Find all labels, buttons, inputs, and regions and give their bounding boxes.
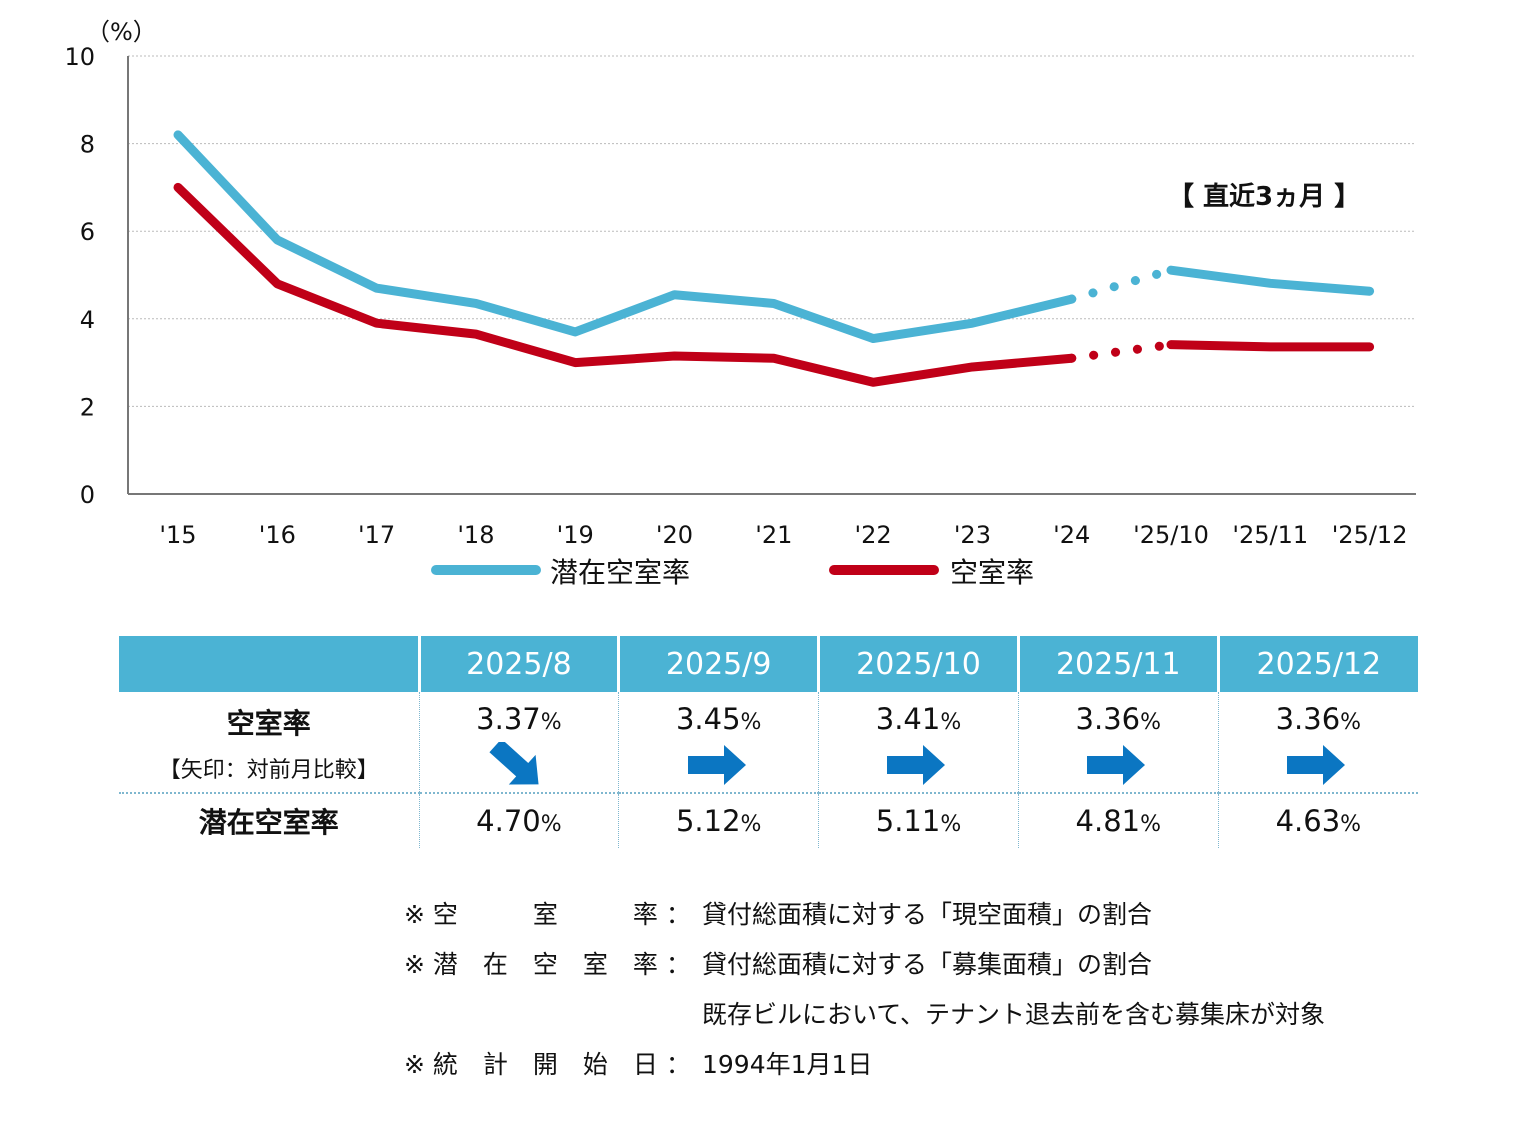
vacancy-value: 3.41 bbox=[875, 702, 941, 736]
potential-cell: 5.12% bbox=[618, 792, 819, 848]
vacancy-cell: 3.36% bbox=[1017, 692, 1219, 793]
x-tick-label: '24 bbox=[1053, 521, 1090, 549]
note-value: 貸付総面積に対する「現空面積」の割合 bbox=[702, 900, 1153, 929]
vacancy-value: 3.45 bbox=[675, 702, 741, 736]
x-tick-label: '17 bbox=[358, 521, 395, 549]
x-tick-label: '16 bbox=[259, 521, 296, 549]
note-key: ※ 空 室 率 ： bbox=[404, 900, 691, 929]
x-tick-label: '22 bbox=[855, 521, 892, 549]
x-tick-label: '18 bbox=[457, 521, 494, 549]
potential-value: 4.70 bbox=[476, 804, 541, 838]
y-tick-label: 4 bbox=[80, 306, 95, 334]
series-line-1-history bbox=[173, 182, 1077, 387]
x-tick-label: '23 bbox=[954, 521, 991, 549]
series-line-0-recent bbox=[1166, 265, 1375, 296]
series-lines bbox=[173, 130, 1375, 387]
arrow-right-icon bbox=[1019, 742, 1218, 788]
header-month: 2025/12 bbox=[1216, 636, 1418, 692]
legend: 潜在空室率 空室率 bbox=[431, 556, 1034, 589]
y-tick-labels: 0 2 4 6 8 10 bbox=[64, 43, 95, 509]
note-row: ※ 統 計 開 始 日 ： 1994年1月1日 bbox=[404, 1040, 1325, 1090]
x-tick-label: '25/11 bbox=[1232, 521, 1308, 549]
vacancy-cell: 3.37% bbox=[418, 692, 619, 793]
potential-cell: 5.11% bbox=[818, 792, 1019, 848]
vacancy-value: 3.37 bbox=[476, 702, 541, 736]
x-tick-labels: '15 '16 '17 '18 '19 '20 '21 '22 '23 '24 '25/10 '25/… bbox=[159, 521, 1407, 549]
arrow-right-icon bbox=[619, 742, 818, 788]
vacancy-cell: 3.45% bbox=[618, 692, 819, 793]
series-line-0-dotted bbox=[1067, 265, 1176, 304]
vacancy-cell: 3.36% bbox=[1217, 692, 1418, 793]
y-tick-label: 0 bbox=[80, 481, 95, 509]
note-row: ※ 空 室 率 ： 貸付総面積に対する「現空面積」の割合 bbox=[404, 890, 1325, 940]
series-line-0-history bbox=[173, 130, 1077, 344]
potential-row: 潜在空室率 4.70% 5.12% 5.11% 4.81% 4.63% bbox=[119, 792, 1418, 848]
vacancy-value: 3.36 bbox=[1075, 702, 1141, 736]
recent-3-months-annotation: 【 直近3ヵ月 】 bbox=[1168, 182, 1360, 212]
potential-cell: 4.63% bbox=[1217, 792, 1418, 848]
vacancy-row: 空室率 【矢印：対前月比較】 3.37% 3.45% 3.41% 3.36% 3… bbox=[119, 692, 1418, 793]
potential-cell: 4.70% bbox=[418, 792, 619, 848]
header-month: 2025/8 bbox=[417, 636, 619, 692]
note-row: 既存ビルにおいて、テナント退去前を含む募集床が対象 bbox=[404, 990, 1325, 1040]
legend-label-potential: 潜在空室率 bbox=[550, 556, 690, 589]
table-header-row: 2025/8 2025/9 2025/10 2025/11 2025/12 bbox=[119, 636, 1418, 692]
potential-row-label: 潜在空室率 bbox=[119, 792, 419, 848]
header-month: 2025/11 bbox=[1016, 636, 1219, 692]
note-value: 貸付総面積に対する「募集面積」の割合 bbox=[702, 950, 1153, 979]
arrow-right-icon bbox=[819, 742, 1018, 788]
monthly-rate-table: 2025/8 2025/9 2025/10 2025/11 2025/12 空室… bbox=[119, 636, 1418, 848]
note-key: ※ 統 計 開 始 日 ： bbox=[404, 1050, 691, 1079]
y-unit-label: （%） bbox=[86, 18, 157, 46]
note-key: ※ 潜 在 空 室 率 ： bbox=[404, 950, 691, 979]
note-row: ※ 潜 在 空 室 率 ： 貸付総面積に対する「募集面積」の割合 bbox=[404, 940, 1325, 990]
potential-value: 4.81 bbox=[1075, 804, 1141, 838]
note-key bbox=[404, 990, 702, 1040]
potential-cell: 4.81% bbox=[1017, 792, 1219, 848]
header-month: 2025/9 bbox=[617, 636, 819, 692]
vacancy-label: 空室率 bbox=[226, 707, 311, 740]
header-month: 2025/10 bbox=[817, 636, 1019, 692]
y-tick-label: 8 bbox=[80, 131, 95, 159]
note-value: 既存ビルにおいて、テナント退去前を含む募集床が対象 bbox=[702, 1000, 1326, 1029]
arrow-legend-label: 【矢印：対前月比較】 bbox=[158, 758, 379, 783]
vacancy-value: 3.36 bbox=[1275, 702, 1341, 736]
potential-value: 5.11 bbox=[875, 804, 941, 838]
y-tick-label: 6 bbox=[80, 218, 95, 246]
vacancy-row-label: 空室率 【矢印：対前月比較】 bbox=[119, 692, 419, 793]
series-line-1-dotted bbox=[1067, 340, 1176, 363]
x-tick-label: '15 bbox=[159, 521, 196, 549]
note-value: 1994年1月1日 bbox=[702, 1050, 873, 1079]
arrow-right-icon bbox=[1219, 742, 1418, 788]
x-tick-label: '19 bbox=[557, 521, 594, 549]
potential-value: 4.63 bbox=[1275, 804, 1341, 838]
y-tick-label: 10 bbox=[64, 43, 95, 71]
x-tick-label: '21 bbox=[755, 521, 792, 549]
legend-label-vacancy: 空室率 bbox=[950, 556, 1034, 589]
potential-value: 5.12 bbox=[675, 804, 741, 838]
series-line-1-recent bbox=[1166, 340, 1375, 352]
header-corner bbox=[119, 636, 419, 692]
y-tick-label: 2 bbox=[80, 393, 95, 421]
arrow-down-icon bbox=[420, 738, 619, 788]
definitions-notes: ※ 空 室 率 ： 貸付総面積に対する「現空面積」の割合 ※ 潜 在 空 室 率… bbox=[404, 890, 1325, 1090]
x-tick-label: '25/10 bbox=[1133, 521, 1209, 549]
x-tick-label: '25/12 bbox=[1332, 521, 1408, 549]
gridlines bbox=[128, 55, 1416, 407]
vacancy-cell: 3.41% bbox=[818, 692, 1019, 793]
x-tick-label: '20 bbox=[656, 521, 693, 549]
